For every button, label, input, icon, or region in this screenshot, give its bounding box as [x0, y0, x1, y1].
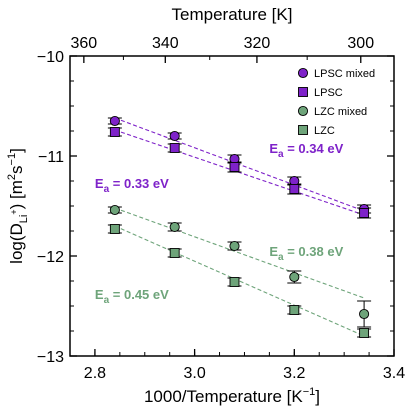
data-point-square [289, 184, 300, 194]
data-point-square [359, 208, 370, 218]
top-axis-title: Temperature [K] [172, 5, 293, 24]
activation-energy-label: Ea = 0.45 eV [95, 287, 169, 306]
data-point-square [169, 248, 180, 258]
legend-marker-square [298, 87, 308, 97]
activation-energy-label: Ea = 0.34 eV [269, 141, 343, 160]
top-tick-label: 300 [347, 35, 374, 52]
y-axis-title: log(DLi+) [m2s−1] [6, 148, 30, 264]
x-axis-title: 1000/Temperature [K−1] [144, 386, 320, 406]
data-point-square [109, 224, 120, 234]
activation-energy-label: Ea = 0.38 eV [269, 244, 343, 263]
legend-marker-circle [297, 67, 309, 79]
activation-energy-label: Ea = 0.33 eV [95, 176, 169, 195]
fit-line [114, 207, 365, 299]
fit-line [114, 117, 365, 212]
data-point-square [229, 277, 240, 287]
legend-label: LZC mixed [314, 106, 367, 118]
y-tick-label: −11 [38, 149, 64, 166]
legend-label: LZC [314, 125, 335, 137]
data-point-square [169, 143, 180, 153]
legend-label: LPSC mixed [314, 68, 375, 80]
top-tick-label: 360 [70, 35, 97, 52]
x-tick-label: 2.8 [84, 365, 106, 382]
tick-labels: 2.8 3.0 3.2 3.4 −10 −11 −12 −13 360 340 320 300 [37, 35, 405, 382]
annotations: Ea = 0.34 eV Ea = 0.33 eV Ea = 0.38 eV Ea =… [95, 141, 344, 306]
top-tick-label: 320 [244, 35, 271, 52]
data-point-square [109, 127, 120, 137]
data-point-circle [169, 221, 180, 233]
data-points [109, 115, 370, 338]
data-point-circle [109, 115, 120, 127]
axis-ticks [70, 55, 395, 357]
plot-frame [69, 55, 395, 357]
top-tick-label: 340 [152, 35, 179, 52]
legend-marker-circle [297, 105, 309, 117]
data-point-circle [229, 240, 240, 252]
data-point-circle [359, 308, 370, 320]
data-point-circle [169, 130, 180, 142]
legend-marker-square [298, 125, 308, 135]
x-tick-label: 3.0 [183, 365, 205, 382]
y-tick-label: −10 [37, 49, 64, 66]
data-point-circle [109, 204, 120, 216]
data-point-circle [289, 271, 300, 283]
data-point-square [359, 328, 370, 338]
y-tick-label: −13 [37, 349, 64, 366]
legend: LPSC mixed LPSC LZC mixed LZC [297, 67, 375, 137]
data-point-square [289, 305, 300, 315]
legend-label: LPSC [314, 87, 343, 99]
x-tick-label: 3.4 [383, 365, 405, 382]
y-tick-label: −12 [37, 249, 64, 266]
x-tick-label: 3.2 [283, 365, 305, 382]
data-point-square [229, 162, 240, 172]
